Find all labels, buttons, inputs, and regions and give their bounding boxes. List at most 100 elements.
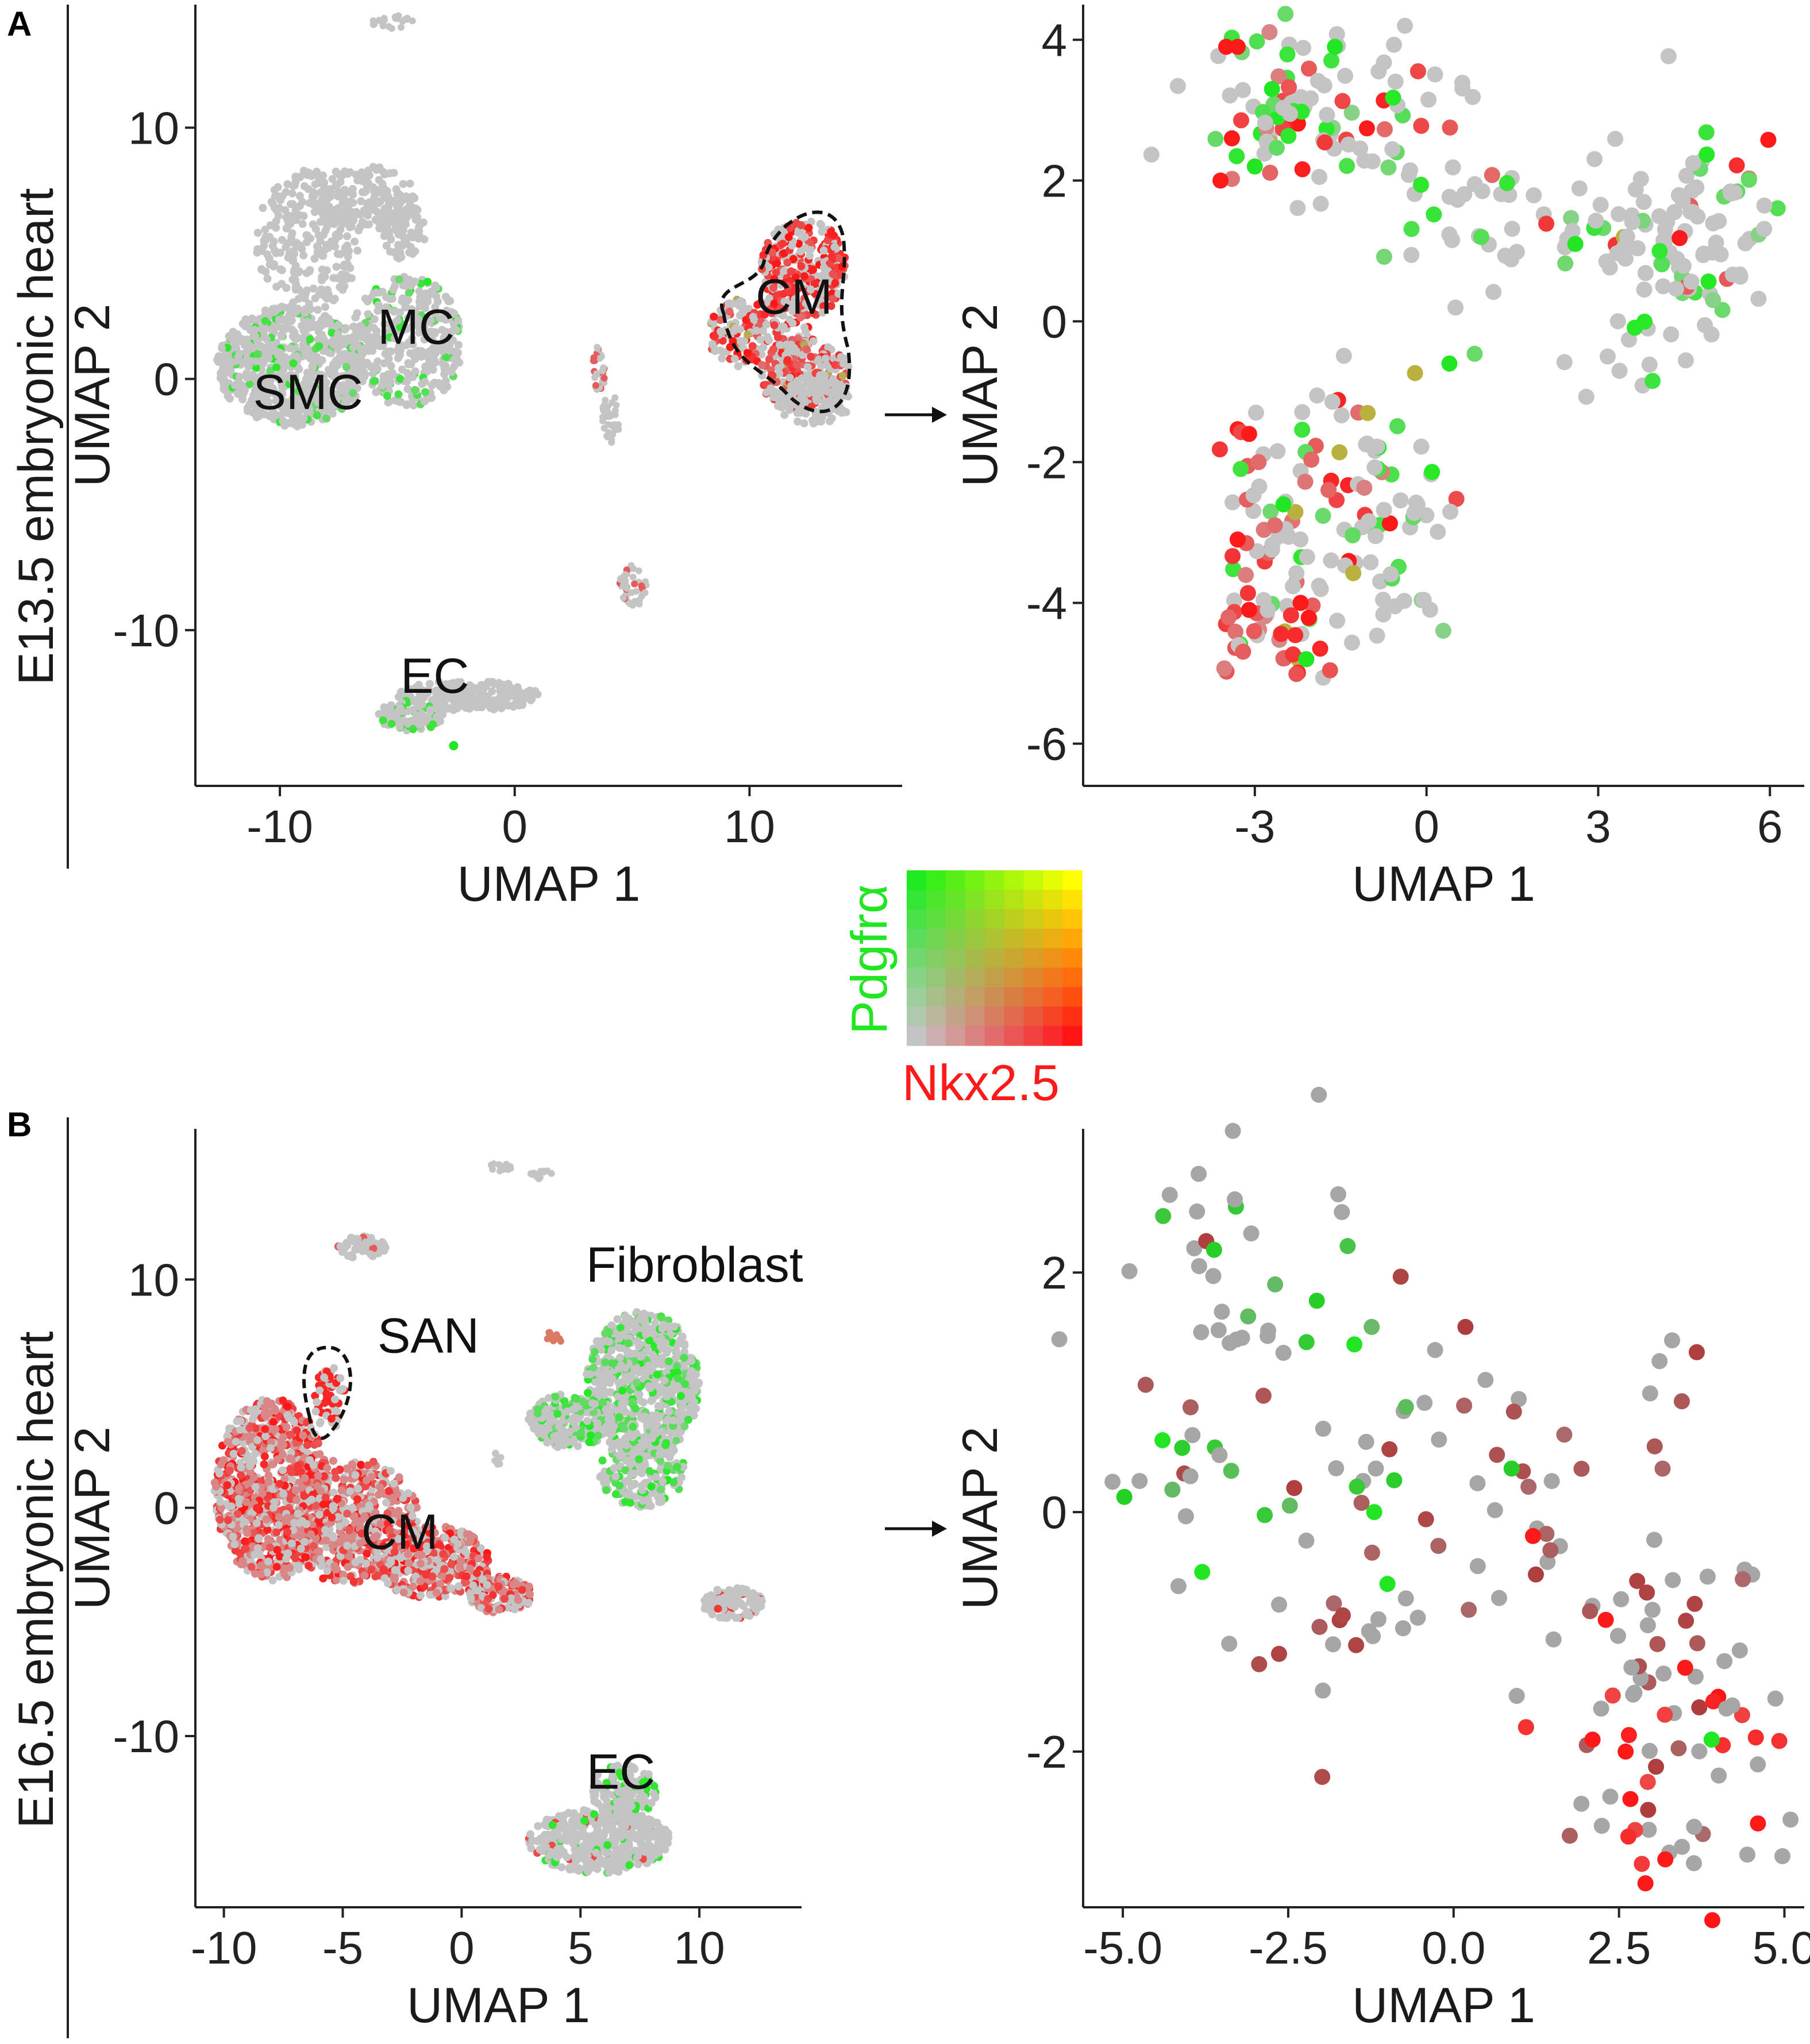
cell-point [272, 1528, 281, 1537]
cell-point [223, 365, 232, 373]
cell-point [824, 343, 833, 352]
cell-point [333, 345, 342, 354]
cell-point [1264, 81, 1280, 98]
cell-point [1247, 404, 1264, 421]
cell-point [718, 354, 726, 362]
cell-point [313, 1482, 322, 1490]
cell-point [1360, 404, 1376, 421]
cell-point [252, 357, 261, 365]
cell-point [626, 600, 633, 607]
cell-point [1212, 172, 1229, 189]
cell-point [284, 253, 292, 262]
cell-point [1454, 75, 1470, 91]
cell-point [255, 1534, 263, 1542]
y-tick-label: 0 [154, 354, 180, 405]
cell-point [1435, 622, 1451, 639]
cell-point [286, 200, 295, 209]
cell-point [1238, 566, 1254, 583]
cell-point [1413, 438, 1430, 455]
cell-point [1223, 130, 1240, 146]
cell-point [773, 333, 782, 342]
cell-point [288, 189, 296, 198]
cell-point [372, 388, 380, 396]
cell-point [808, 378, 817, 387]
cell-point [447, 368, 456, 376]
cell-point [403, 369, 411, 377]
cell-point [380, 14, 388, 22]
cell-point [323, 1464, 332, 1472]
cell-point [326, 204, 334, 213]
cell-point [828, 253, 837, 261]
cell-point [390, 282, 399, 291]
cell-point [604, 421, 612, 428]
cell-point [394, 218, 402, 227]
cell-point [263, 275, 272, 283]
cell-point [827, 414, 836, 423]
cell-point [367, 1565, 376, 1574]
cell-point [295, 286, 303, 294]
y-axis-title: UMAP 2 [65, 304, 120, 487]
cell-point [1430, 523, 1446, 540]
cell-point [1311, 577, 1327, 594]
cell-point [1403, 221, 1420, 237]
cell-point [268, 1576, 277, 1585]
cell-point [313, 306, 322, 314]
cell-point [1466, 345, 1483, 362]
cell-point [271, 323, 279, 331]
cell-point [638, 582, 645, 589]
cell-point [343, 1541, 352, 1550]
cell-point [335, 171, 344, 179]
cell-point [286, 344, 294, 353]
cell-point [1389, 418, 1405, 434]
cell-point [338, 190, 346, 199]
cell-point [364, 310, 372, 318]
cell-point [241, 1545, 250, 1553]
cell-point [340, 1475, 348, 1484]
cell-point [1299, 549, 1315, 565]
cell-point [307, 1495, 316, 1504]
cell-point [341, 271, 350, 280]
cell-point [361, 172, 370, 180]
cell-point [809, 419, 818, 428]
cell-point [245, 1461, 254, 1470]
cell-point [1732, 268, 1749, 285]
cell-point [295, 1519, 303, 1528]
cell-point [253, 1436, 262, 1444]
cell-point [1698, 124, 1715, 141]
cell-point [1319, 106, 1335, 123]
x-axis-title: UMAP 1 [457, 857, 641, 912]
cell-point [1366, 459, 1383, 476]
cell-point [740, 304, 748, 313]
cell-point [303, 1441, 312, 1449]
cell-point [351, 211, 360, 219]
cell-point [322, 319, 330, 328]
cell-point [274, 351, 282, 360]
cell-point [1407, 365, 1423, 381]
cell-point [1750, 291, 1767, 307]
cell-point [710, 313, 718, 321]
y-tick-label: 10 [128, 102, 179, 153]
cell-point [349, 199, 357, 207]
cell-point [289, 298, 298, 307]
cell-point [301, 1537, 309, 1546]
cell-point [1335, 348, 1352, 364]
cell-point [1289, 200, 1306, 217]
cell-point [215, 1515, 224, 1524]
y-tick-label: 2 [1042, 155, 1068, 206]
cell-point [292, 334, 301, 343]
row-title-a: E13.5 embryonic heart [9, 188, 64, 685]
cell-point [1246, 623, 1262, 639]
cell-point [398, 707, 407, 716]
cell-point [260, 1411, 269, 1420]
cell-point [261, 225, 269, 234]
cell-point [1292, 595, 1309, 611]
cell-point [301, 294, 309, 303]
cell-point [1345, 527, 1361, 543]
cluster-label-ec: EC [400, 649, 469, 704]
cell-point [1484, 167, 1500, 183]
cell-point [1322, 662, 1338, 678]
cell-point [296, 1544, 305, 1553]
cell-point [449, 741, 459, 751]
